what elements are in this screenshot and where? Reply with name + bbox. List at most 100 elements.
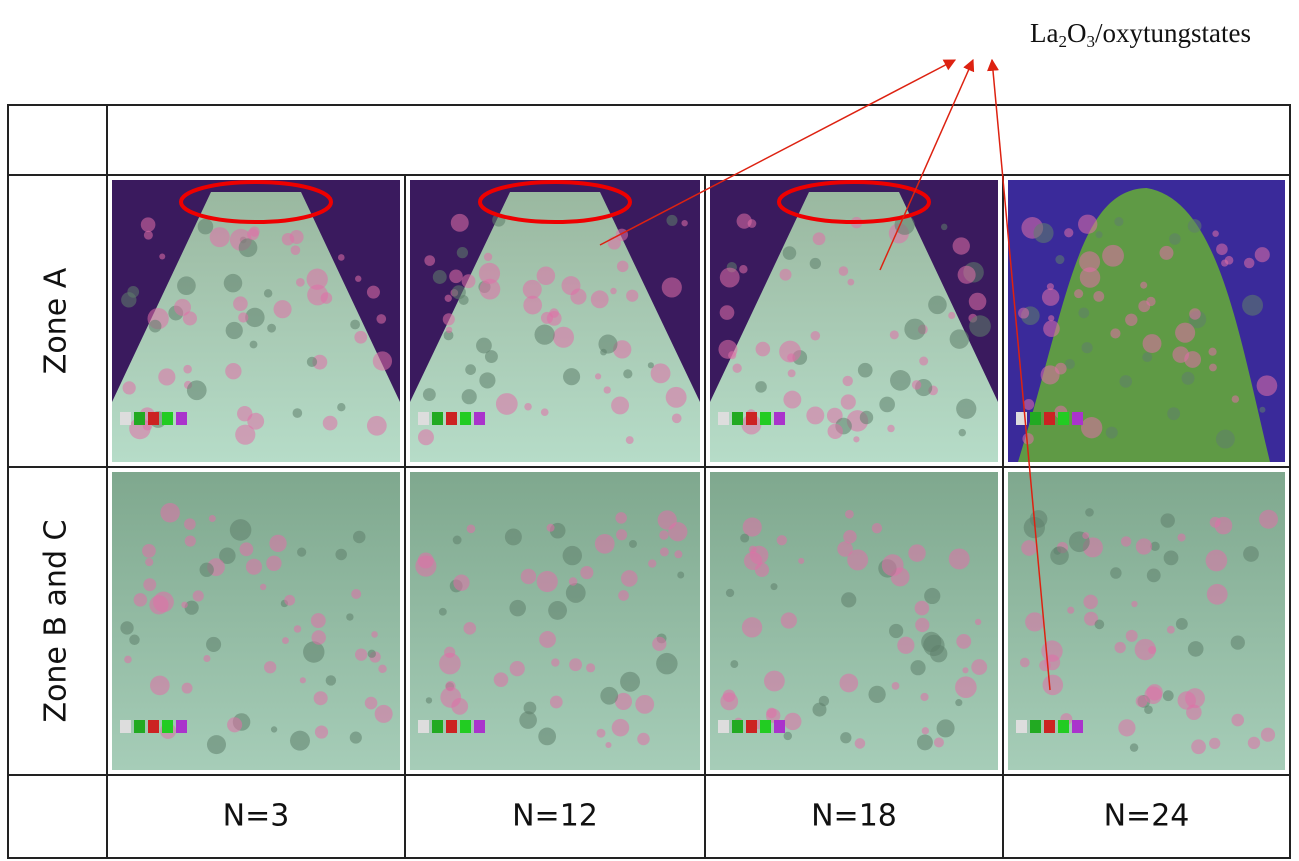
- micrograph: [1008, 180, 1285, 462]
- legend-swatch: [1044, 720, 1055, 733]
- phase-spot: [681, 220, 687, 226]
- phase-spot: [264, 289, 272, 297]
- phase-spot: [225, 363, 241, 379]
- phase-spot: [443, 313, 455, 325]
- legend-swatch: [760, 720, 771, 733]
- phase-spot: [750, 546, 769, 565]
- phase-spot: [273, 300, 291, 318]
- phase-spot: [1078, 307, 1089, 318]
- phase-spot: [1182, 372, 1195, 385]
- phase-spot: [239, 238, 258, 257]
- phase-spot: [969, 315, 991, 337]
- phase-spot: [134, 593, 147, 606]
- phase-spot: [457, 247, 468, 258]
- phase-spot: [569, 577, 577, 585]
- phase-spot: [652, 637, 666, 651]
- phase-spot: [975, 619, 981, 625]
- phase-spot: [563, 368, 580, 385]
- legend-swatch: [120, 412, 131, 425]
- phase-spot: [142, 544, 156, 558]
- legend-swatch: [1016, 720, 1027, 733]
- phase-spot: [924, 588, 940, 604]
- phase-spot: [207, 735, 226, 754]
- phase-spot: [1142, 352, 1152, 362]
- phase-spot: [354, 331, 367, 344]
- phase-spot: [230, 519, 252, 541]
- phase-spot: [462, 389, 477, 404]
- phase-spot: [303, 641, 324, 662]
- phase-spot: [323, 416, 338, 431]
- phase-spot: [418, 429, 434, 445]
- phase-spot: [346, 613, 353, 620]
- phase-spot: [1081, 417, 1102, 438]
- phase-spot: [889, 624, 903, 638]
- micrograph: [410, 180, 700, 462]
- phase-spot: [853, 436, 859, 442]
- phase-spot: [937, 719, 955, 737]
- phase-spot: [1188, 641, 1204, 657]
- phase-spot: [1206, 550, 1228, 572]
- legend-swatch: [120, 720, 131, 733]
- phase-spot: [662, 277, 682, 297]
- phase-spot: [666, 387, 687, 408]
- phase-spot: [1208, 348, 1216, 356]
- phase-spot: [467, 524, 476, 533]
- phase-spot: [297, 548, 306, 557]
- phase-spot: [1225, 256, 1234, 265]
- phase-spot: [1178, 691, 1196, 709]
- phase-spot: [953, 237, 970, 254]
- phase-spot: [1055, 255, 1064, 264]
- phase-spot: [267, 324, 276, 333]
- phase-spot: [742, 617, 762, 637]
- phase-spot: [235, 425, 255, 445]
- phase-spot: [1021, 540, 1037, 556]
- phase-spot: [534, 325, 554, 345]
- legend-swatch: [134, 412, 145, 425]
- phase-spot: [462, 274, 476, 288]
- figure: La2O3/oxytungstates Zone AZone B and CN=…: [0, 0, 1299, 861]
- phase-spot: [307, 285, 328, 306]
- phase-spot: [1042, 288, 1059, 305]
- phase-spot: [183, 365, 192, 374]
- phase-spot: [755, 381, 767, 393]
- phase-spot: [445, 295, 452, 302]
- legend-swatch: [148, 412, 159, 425]
- phase-spot: [424, 255, 435, 266]
- legend-swatch: [134, 720, 145, 733]
- phase-spot: [959, 429, 966, 436]
- legend-swatch: [162, 412, 173, 425]
- phase-spot: [904, 319, 925, 340]
- phase-spot: [962, 667, 968, 673]
- phase-spot: [1110, 567, 1121, 578]
- phase-spot: [550, 696, 563, 709]
- phase-spot: [921, 632, 941, 652]
- phase-spot: [839, 674, 858, 693]
- phase-spot: [563, 546, 582, 565]
- phase-spot: [290, 731, 310, 751]
- phase-spot: [174, 299, 191, 316]
- phase-spot: [1169, 233, 1181, 245]
- micrograph: [710, 472, 998, 770]
- phase-spot: [629, 540, 637, 548]
- phase-spot: [621, 570, 638, 587]
- phase-spot: [720, 305, 735, 320]
- phase-spot: [1255, 247, 1270, 262]
- phase-spot: [858, 363, 873, 378]
- phase-spot: [912, 380, 921, 389]
- phase-spot: [123, 381, 136, 394]
- phase-spot: [1043, 320, 1060, 337]
- phase-spot: [337, 403, 345, 411]
- phase-spot: [181, 602, 188, 609]
- phase-spot: [897, 637, 914, 654]
- phase-spot: [185, 535, 196, 546]
- phase-spot: [1018, 308, 1029, 319]
- phase-spot: [600, 687, 618, 705]
- phase-spot: [1085, 508, 1094, 517]
- phase-spot: [934, 737, 944, 747]
- phase-spot: [623, 369, 632, 378]
- phase-spot: [1125, 314, 1137, 326]
- phase-spot: [307, 357, 317, 367]
- phase-spot: [291, 245, 301, 255]
- phase-spot: [1080, 267, 1101, 288]
- phase-spot: [1121, 536, 1131, 546]
